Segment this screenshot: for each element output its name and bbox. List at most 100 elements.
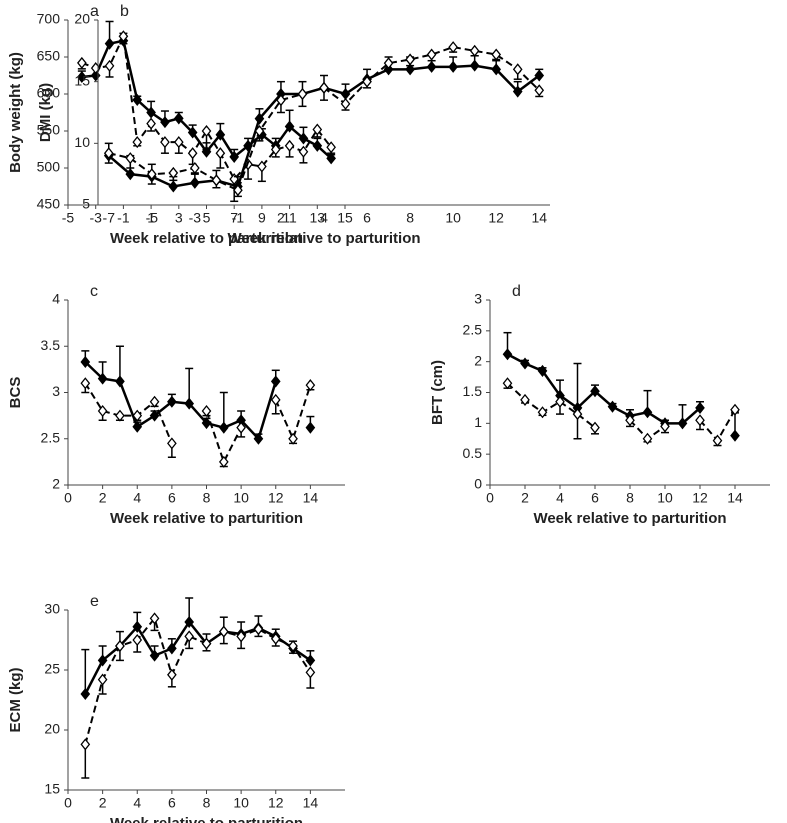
y-axis-label: DMI (kg) <box>37 83 54 142</box>
x-tick-label: 5 <box>203 210 211 226</box>
x-tick-label: 6 <box>363 210 371 226</box>
x-tick-label: 2 <box>521 490 529 506</box>
marker <box>534 84 545 97</box>
marker <box>218 625 229 638</box>
y-tick-label: 30 <box>44 601 60 617</box>
x-tick-label: 8 <box>203 795 211 811</box>
y-tick-label: 2.5 <box>41 429 61 445</box>
marker <box>167 437 177 450</box>
marker <box>254 124 265 138</box>
marker <box>168 180 179 193</box>
y-tick-label: 2 <box>52 476 60 492</box>
y-tick-label: 15 <box>44 781 60 797</box>
marker <box>534 69 545 82</box>
x-tick-label: 2 <box>277 210 285 226</box>
x-axis-label: Week relative to parturition <box>110 230 303 247</box>
marker <box>184 615 195 629</box>
y-axis-label: ECM (kg) <box>7 668 24 733</box>
marker <box>211 174 222 187</box>
y-axis-label: BFT (cm) <box>429 360 446 425</box>
y-tick-label: 0 <box>474 476 482 492</box>
x-tick-label: 7 <box>230 210 238 226</box>
x-tick-label: -1 <box>117 210 130 226</box>
y-tick-label: 3 <box>52 383 60 399</box>
marker <box>625 414 635 427</box>
x-tick-label: 14 <box>727 490 743 506</box>
marker <box>502 348 513 361</box>
marker <box>298 145 309 158</box>
y-tick-label: 2 <box>474 352 482 368</box>
marker <box>168 166 179 179</box>
marker <box>448 60 458 73</box>
y-tick-label: 3 <box>474 291 482 307</box>
x-tick-label: 6 <box>168 490 176 506</box>
marker <box>97 654 108 667</box>
panel-label: d <box>512 283 521 300</box>
marker <box>80 687 91 701</box>
y-tick-label: 5 <box>82 196 90 212</box>
marker <box>340 87 351 101</box>
marker <box>215 128 226 141</box>
x-tick-label: 4 <box>556 490 564 506</box>
marker <box>132 420 143 433</box>
marker <box>730 429 740 442</box>
marker <box>187 147 198 160</box>
x-tick-label: 10 <box>657 490 673 506</box>
marker <box>184 397 195 410</box>
x-tick-label: 10 <box>445 210 461 226</box>
y-tick-label: 650 <box>37 48 61 64</box>
y-tick-label: 1.5 <box>463 383 483 399</box>
marker <box>190 176 200 189</box>
marker <box>97 673 108 686</box>
marker <box>297 87 308 101</box>
y-tick-label: 550 <box>37 122 61 138</box>
x-tick-label: 12 <box>268 490 284 506</box>
marker <box>149 649 160 662</box>
marker <box>97 404 108 418</box>
x-tick-label: 4 <box>133 490 141 506</box>
marker <box>660 420 670 433</box>
y-tick-label: 500 <box>37 159 61 175</box>
y-tick-label: 600 <box>37 85 61 101</box>
marker <box>319 81 329 94</box>
x-tick-label: 2 <box>99 795 107 811</box>
y-tick-label: 450 <box>37 196 61 212</box>
x-tick-label: 12 <box>488 210 504 226</box>
x-tick-label: 6 <box>168 795 176 811</box>
marker <box>695 414 705 427</box>
panel-label: a <box>90 3 99 20</box>
marker <box>80 377 91 390</box>
y-tick-label: 3.5 <box>41 337 61 353</box>
x-tick-label: 14 <box>531 210 547 226</box>
x-tick-label: 11 <box>282 210 297 226</box>
marker <box>80 355 91 369</box>
marker <box>167 395 177 408</box>
marker <box>173 112 184 125</box>
marker <box>405 53 415 66</box>
marker <box>642 406 653 419</box>
marker <box>215 147 226 160</box>
marker <box>469 44 480 57</box>
x-tick-label: 4 <box>133 795 141 811</box>
marker <box>254 112 265 125</box>
x-tick-label: -5 <box>146 210 159 226</box>
x-tick-label: 0 <box>64 490 72 506</box>
marker <box>115 639 125 653</box>
y-axis-label: BCS <box>7 377 24 409</box>
marker <box>218 455 229 468</box>
marker <box>149 395 160 408</box>
y-tick-label: 10 <box>74 134 90 150</box>
y-tick-label: 15 <box>74 72 90 88</box>
marker <box>201 404 212 418</box>
marker <box>512 85 523 98</box>
marker <box>77 70 87 84</box>
x-tick-label: 2 <box>99 490 107 506</box>
marker <box>167 642 177 655</box>
x-tick-label: 12 <box>268 795 284 811</box>
x-tick-label: 6 <box>591 490 599 506</box>
marker <box>132 620 143 633</box>
x-tick-label: 14 <box>303 490 319 506</box>
marker <box>405 63 415 76</box>
marker <box>312 139 323 152</box>
marker <box>491 63 502 76</box>
